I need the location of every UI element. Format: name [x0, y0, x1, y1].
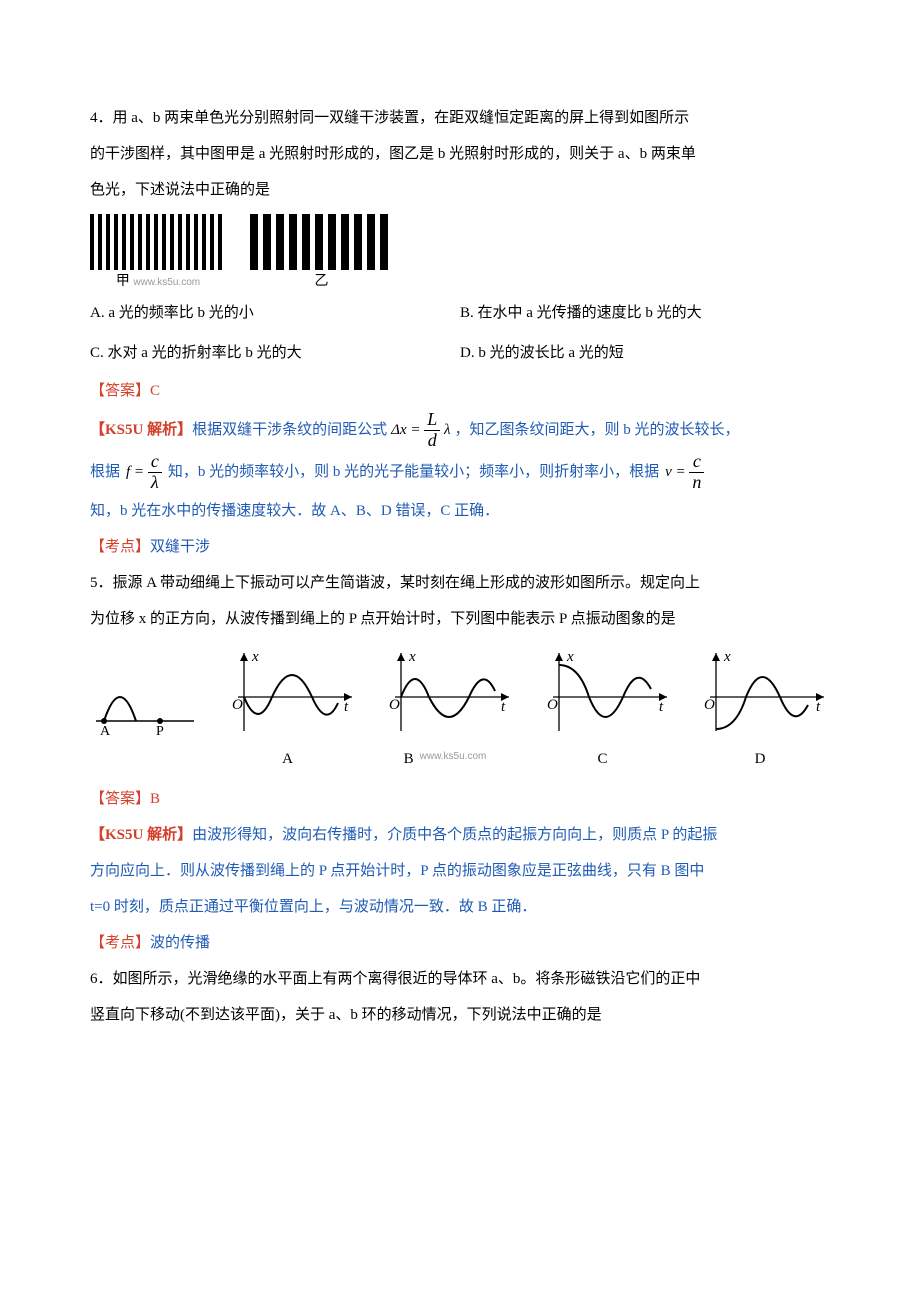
wave-snapshot: A P: [90, 661, 200, 737]
q5-figures: A P x O t A x O t B: [90, 647, 830, 777]
q6-stem-line1: 6．如图所示，光滑绝缘的水平面上有两个离得很近的导体环 a、b。将条形磁铁沿它们…: [90, 961, 830, 997]
watermark: www.ks5u.com: [420, 745, 487, 769]
svg-text:O: O: [389, 697, 400, 713]
q5-answer: 【答案】B: [90, 781, 830, 817]
svg-text:O: O: [547, 697, 558, 713]
q4-options: A. a 光的频率比 b 光的小 B. 在水中 a 光传播的速度比 b 光的大 …: [90, 293, 830, 373]
svg-text:O: O: [704, 697, 715, 713]
q5-stem-line2: 为位移 x 的正方向，从波传播到绳上的 P 点开始计时，下列图中能表示 P 点振…: [90, 601, 830, 637]
q4-figure: 甲 www.ks5u.com 乙: [90, 214, 830, 291]
q4-option-c: C. 水对 a 光的折射率比 b 光的大: [90, 333, 460, 373]
svg-text:x: x: [566, 649, 574, 665]
wave-option-b: x O t: [375, 647, 515, 737]
opt-label-a: A: [282, 741, 293, 777]
svg-text:x: x: [408, 649, 416, 665]
svg-text:x: x: [251, 649, 259, 665]
interference-pattern-b: [250, 214, 393, 270]
wave-option-c: x O t: [533, 647, 673, 737]
point-P-label: P: [156, 724, 164, 737]
q4-analysis-line2: 根据 f = cλ 知，b 光的频率较小，则 b 光的光子能量较小；频率小，则折…: [90, 451, 830, 493]
svg-text:x: x: [723, 649, 731, 665]
opt-label-d: D: [755, 741, 766, 777]
fig-label-a: 甲: [116, 274, 130, 289]
q6-stem-line2: 竖直向下移动(不到达该平面)，关于 a、b 环的移动情况，下列说法中正确的是: [90, 997, 830, 1033]
svg-text:t: t: [344, 699, 349, 715]
svg-text:t: t: [501, 699, 506, 715]
svg-text:t: t: [659, 699, 664, 715]
q5-stem-line1: 5．振源 A 带动细绳上下振动可以产生简谐波，某时刻在绳上形成的波形如图所示。规…: [90, 565, 830, 601]
q4-option-d: D. b 光的波长比 a 光的短: [460, 333, 830, 373]
watermark: www.ks5u.com: [133, 277, 200, 288]
q4-answer: 【答案】C: [90, 373, 830, 409]
q5-topic: 【考点】波的传播: [90, 925, 830, 961]
point-A-label: A: [100, 724, 111, 737]
q4-option-b: B. 在水中 a 光传播的速度比 b 光的大: [460, 293, 830, 333]
wave-option-d: x O t: [690, 647, 830, 737]
q4-stem-line3: 色光，下述说法中正确的是: [90, 172, 830, 208]
q4-topic: 【考点】双缝干涉: [90, 529, 830, 565]
opt-label-b: B: [404, 741, 414, 777]
svg-text:t: t: [816, 699, 821, 715]
fig-label-b: 乙: [315, 274, 329, 291]
opt-label-c: C: [597, 741, 607, 777]
q4-analysis-line1: 【KS5U 解析】 根据双缝干涉条纹的间距公式 Δx = Ld λ ，知乙图条纹…: [90, 409, 830, 451]
wave-option-a: x O t: [218, 647, 358, 737]
svg-text:O: O: [232, 697, 243, 713]
q5-analysis-line3: t=0 时刻，质点正通过平衡位置向上，与波动情况一致．故 B 正确．: [90, 889, 830, 925]
q4-stem-line1: 4．用 a、b 两束单色光分别照射同一双缝干涉装置，在距双缝恒定距离的屏上得到如…: [90, 100, 830, 136]
q4-analysis-line3: 知，b 光在水中的传播速度较大．故 A、B、D 错误，C 正确．: [90, 493, 830, 529]
interference-pattern-a: [90, 214, 226, 270]
q4-option-a: A. a 光的频率比 b 光的小: [90, 293, 460, 333]
q5-analysis-line1: 【KS5U 解析】由波形得知，波向右传播时，介质中各个质点的起振方向向上，则质点…: [90, 817, 830, 853]
q4-stem-line2: 的干涉图样，其中图甲是 a 光照射时形成的，图乙是 b 光照射时形成的，则关于 …: [90, 136, 830, 172]
q5-analysis-line2: 方向应向上．则从波传播到绳上的 P 点开始计时，P 点的振动图象应是正弦曲线，只…: [90, 853, 830, 889]
